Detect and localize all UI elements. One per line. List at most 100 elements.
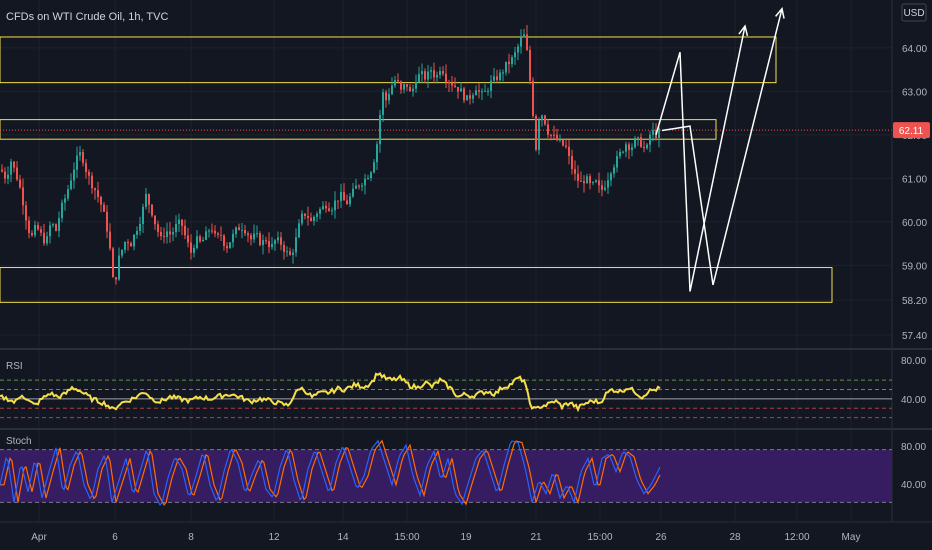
- candle-body: [52, 224, 54, 226]
- candle-body: [571, 156, 573, 170]
- candle-body: [43, 232, 45, 244]
- candle-body: [553, 134, 555, 136]
- candle-body: [169, 231, 171, 235]
- candle-body: [88, 171, 90, 176]
- candle-body: [481, 91, 483, 93]
- candle-body: [511, 57, 513, 65]
- candle-body: [31, 232, 33, 236]
- candle-body: [85, 162, 87, 172]
- stoch-label: Stoch: [6, 436, 32, 447]
- candle-body: [475, 90, 477, 96]
- candle-body: [241, 229, 243, 231]
- candle-body: [46, 236, 48, 244]
- candle-body: [145, 194, 147, 207]
- rsi-level-upper: 80.00: [901, 356, 926, 367]
- candle-body: [76, 155, 78, 170]
- candle-body: [292, 252, 294, 255]
- candle-body: [301, 213, 303, 224]
- candle-body: [343, 191, 345, 201]
- candle-body: [79, 152, 81, 156]
- currency-button[interactable]: USD: [901, 3, 927, 22]
- candle-body: [181, 219, 183, 226]
- price-tick-label: 58.20: [902, 296, 927, 307]
- candle-body: [22, 187, 24, 206]
- candle-body: [187, 235, 189, 243]
- candle-body: [541, 115, 543, 121]
- candle-body: [514, 52, 516, 58]
- candle-body: [151, 204, 153, 216]
- price-tick-label: 64.00: [902, 44, 927, 55]
- candle-body: [649, 134, 651, 145]
- candle-body: [334, 200, 336, 211]
- candle-body: [208, 230, 210, 232]
- candle-body: [364, 178, 366, 186]
- price-gridlines: [0, 47, 892, 336]
- candle-body: [559, 139, 561, 141]
- candle-body: [262, 240, 264, 246]
- candle-body: [271, 243, 273, 248]
- candle-body: [118, 255, 120, 280]
- candle-body: [469, 95, 471, 99]
- candle-body: [91, 175, 93, 189]
- time-tick-label: May: [842, 532, 861, 543]
- candle-body: [277, 237, 279, 241]
- projection-arrowhead: [738, 24, 749, 36]
- projection-path: [655, 25, 746, 292]
- candle-body: [40, 229, 42, 233]
- candle-body: [229, 242, 231, 249]
- candle-body: [478, 90, 480, 92]
- candle-body: [556, 134, 558, 141]
- candle-body: [139, 223, 141, 232]
- candle-body: [109, 231, 111, 249]
- candle-body: [628, 144, 630, 151]
- current-price-tag-text: 62.11: [899, 126, 924, 137]
- candle-body: [70, 180, 72, 190]
- candle-body: [316, 213, 318, 217]
- candle-body: [103, 204, 105, 212]
- stoch-k-line: [0, 439, 661, 506]
- candle-body: [196, 236, 198, 248]
- candle-body: [631, 147, 633, 151]
- candle-body: [496, 76, 498, 80]
- candle-body: [286, 251, 288, 253]
- candle-body: [115, 277, 117, 280]
- candle-body: [367, 178, 369, 180]
- time-tick-label: 15:00: [394, 532, 419, 543]
- candle-body: [37, 225, 39, 230]
- candle-body: [505, 61, 507, 73]
- time-tick-label: 12: [268, 532, 280, 543]
- candle-body: [1, 169, 3, 172]
- candle-body: [94, 188, 96, 191]
- candle-body: [256, 233, 258, 235]
- candle-body: [244, 229, 246, 234]
- time-tick-label: Apr: [31, 532, 47, 543]
- candle-body: [595, 180, 597, 183]
- candle-body: [280, 237, 282, 245]
- candle-body: [325, 205, 327, 209]
- candle-body: [538, 120, 540, 150]
- candle-body: [178, 219, 180, 224]
- candle-body: [574, 169, 576, 174]
- candle-body: [166, 231, 168, 238]
- candle-body: [340, 191, 342, 201]
- candle-body: [610, 173, 612, 181]
- candle-body: [193, 247, 195, 253]
- rsi-line: [0, 371, 661, 413]
- candle-body: [517, 46, 519, 53]
- candle-body: [67, 189, 69, 199]
- candle-body: [391, 85, 393, 95]
- candle-body: [550, 134, 552, 136]
- candle-body: [157, 224, 159, 232]
- candle-body: [394, 80, 396, 86]
- stoch-level-lower: 40.00: [901, 480, 926, 491]
- candle-body: [13, 161, 15, 168]
- time-tick-label: 15:00: [587, 532, 612, 543]
- candle-body: [112, 248, 114, 278]
- candle-body: [607, 180, 609, 188]
- projection-arrowhead: [775, 7, 785, 19]
- candle-body: [16, 167, 18, 180]
- candle-body: [184, 225, 186, 236]
- candle-body: [412, 88, 414, 92]
- chart-title: CFDs on WTI Crude Oil, 1h, TVC: [6, 11, 168, 23]
